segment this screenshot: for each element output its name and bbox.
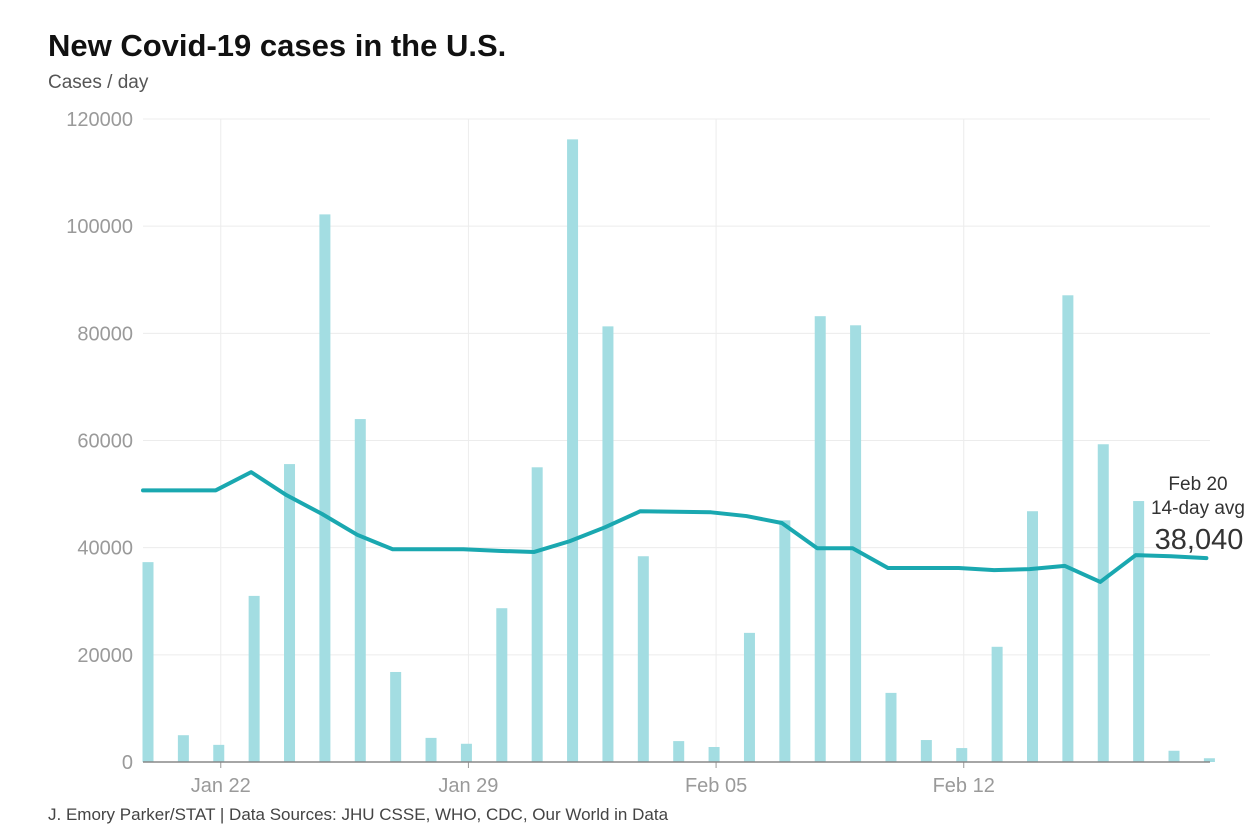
bar xyxy=(1027,511,1038,762)
y-tick-label: 20000 xyxy=(77,645,133,667)
bar xyxy=(354,419,366,762)
y-tick-label: 60000 xyxy=(77,431,133,453)
annotation-date: Feb 20 xyxy=(1168,474,1227,495)
bar xyxy=(319,214,331,763)
x-tick-label: Feb 12 xyxy=(933,775,995,797)
bar xyxy=(567,139,579,762)
bar xyxy=(531,467,543,762)
bar xyxy=(213,744,225,762)
bar xyxy=(814,316,826,762)
bar xyxy=(850,325,862,762)
bar xyxy=(1097,444,1109,762)
bar xyxy=(248,595,260,762)
bar xyxy=(142,562,154,762)
annotation-label: 14-day avg xyxy=(1151,498,1245,519)
y-tick-label: 0 xyxy=(122,752,133,774)
chart-subtitle: Cases / day xyxy=(48,72,149,93)
bar xyxy=(673,741,685,762)
bar xyxy=(885,692,897,762)
x-tick-label: Jan 29 xyxy=(438,775,498,797)
bar xyxy=(956,748,968,762)
bar xyxy=(991,646,1003,762)
bar xyxy=(743,632,755,762)
bar xyxy=(920,740,932,762)
chart-title: New Covid-19 cases in the U.S. xyxy=(48,28,507,63)
bar xyxy=(390,671,402,762)
bar xyxy=(284,464,296,762)
y-tick-label: 40000 xyxy=(77,538,133,560)
bar xyxy=(637,556,649,762)
bar xyxy=(708,746,720,762)
x-tick-label: Jan 22 xyxy=(191,775,251,797)
bar xyxy=(1168,750,1180,762)
bar xyxy=(177,735,189,762)
bar xyxy=(496,608,508,762)
bar xyxy=(1203,758,1215,762)
bar xyxy=(779,520,791,762)
avg-line xyxy=(141,470,1209,584)
y-tick-label: 80000 xyxy=(77,323,133,345)
bar xyxy=(1062,295,1074,762)
y-tick-label: 100000 xyxy=(66,216,133,238)
y-tick-label: 120000 xyxy=(66,109,133,131)
bar xyxy=(602,326,614,762)
annotation-value: 38,040 xyxy=(1155,524,1244,556)
bar xyxy=(1133,501,1145,762)
bar xyxy=(425,737,437,762)
source-credit: J. Emory Parker/STAT | Data Sources: JHU… xyxy=(48,805,669,824)
x-tick-label: Feb 05 xyxy=(685,775,747,797)
bar xyxy=(460,743,472,762)
